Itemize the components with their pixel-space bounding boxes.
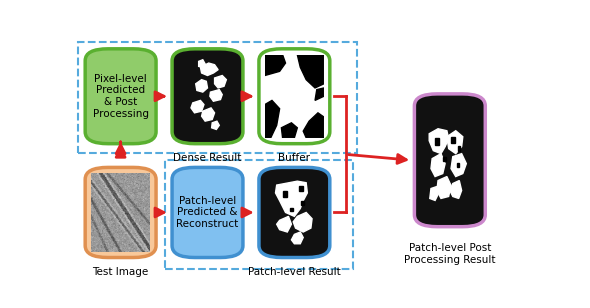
Text: Patch-level
Predicted &
Reconstruct: Patch-level Predicted & Reconstruct bbox=[176, 196, 238, 229]
Text: Dense Result: Dense Result bbox=[173, 153, 242, 163]
FancyBboxPatch shape bbox=[172, 49, 243, 144]
FancyBboxPatch shape bbox=[85, 49, 156, 144]
FancyBboxPatch shape bbox=[172, 168, 243, 257]
Text: Buffer: Buffer bbox=[278, 153, 310, 163]
FancyBboxPatch shape bbox=[85, 168, 156, 257]
FancyBboxPatch shape bbox=[259, 49, 330, 144]
FancyBboxPatch shape bbox=[414, 94, 485, 227]
Text: Patch-level Post
Processing Result: Patch-level Post Processing Result bbox=[404, 243, 496, 265]
Text: Test Image: Test Image bbox=[93, 267, 149, 277]
FancyBboxPatch shape bbox=[259, 168, 330, 257]
Text: Pixel-level
Predicted
& Post
Processing: Pixel-level Predicted & Post Processing bbox=[93, 74, 149, 119]
Text: Patch-level Result: Patch-level Result bbox=[248, 267, 341, 277]
